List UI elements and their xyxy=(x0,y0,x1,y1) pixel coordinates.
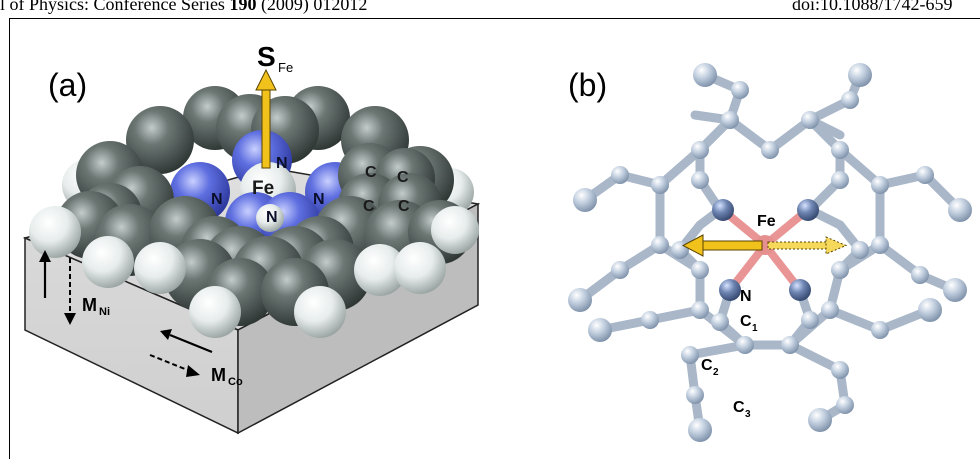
spin-arrow xyxy=(255,68,277,169)
n-label-left: N xyxy=(211,191,223,208)
atoms-b xyxy=(568,63,972,442)
doi-header: doi:10.1088/1742-659 xyxy=(792,0,953,14)
fe-label-b: Fe xyxy=(757,213,776,230)
n-label-bottom: N xyxy=(266,209,278,226)
c2-sub: 2 xyxy=(713,367,719,378)
c3-sub: 3 xyxy=(745,409,751,420)
m-co-sub: Co xyxy=(228,376,243,388)
m-ni-label: M xyxy=(82,295,97,315)
c2-label: C xyxy=(701,357,713,374)
spin-label-sub: Fe xyxy=(278,60,293,75)
m-ni-sub: Ni xyxy=(99,306,110,318)
c-label-2: C xyxy=(397,169,409,186)
c-label-3: C xyxy=(363,198,375,215)
n-label-b: N xyxy=(740,288,752,305)
panel-a-label: (a) xyxy=(48,67,87,103)
journal-header: al of Physics: Conference Series 190 (20… xyxy=(0,0,368,14)
c-label-4: C xyxy=(398,198,410,215)
n-label-right: N xyxy=(313,191,325,208)
m-co-label: M xyxy=(211,365,226,385)
porphyrin-space-filling-model xyxy=(29,86,479,338)
c1-sub: 1 xyxy=(752,323,758,334)
panel-b-label: (b) xyxy=(568,67,607,103)
n-label-top: N xyxy=(276,155,288,172)
fe-label-a: Fe xyxy=(252,178,274,199)
c-label-1: C xyxy=(365,164,377,181)
spin-arrows-b xyxy=(681,234,848,257)
figure-frame xyxy=(9,18,980,459)
c1-label: C xyxy=(740,313,752,330)
c3-label: C xyxy=(733,399,745,416)
spin-label: S xyxy=(257,41,276,72)
magnetization-arrows xyxy=(39,250,213,377)
